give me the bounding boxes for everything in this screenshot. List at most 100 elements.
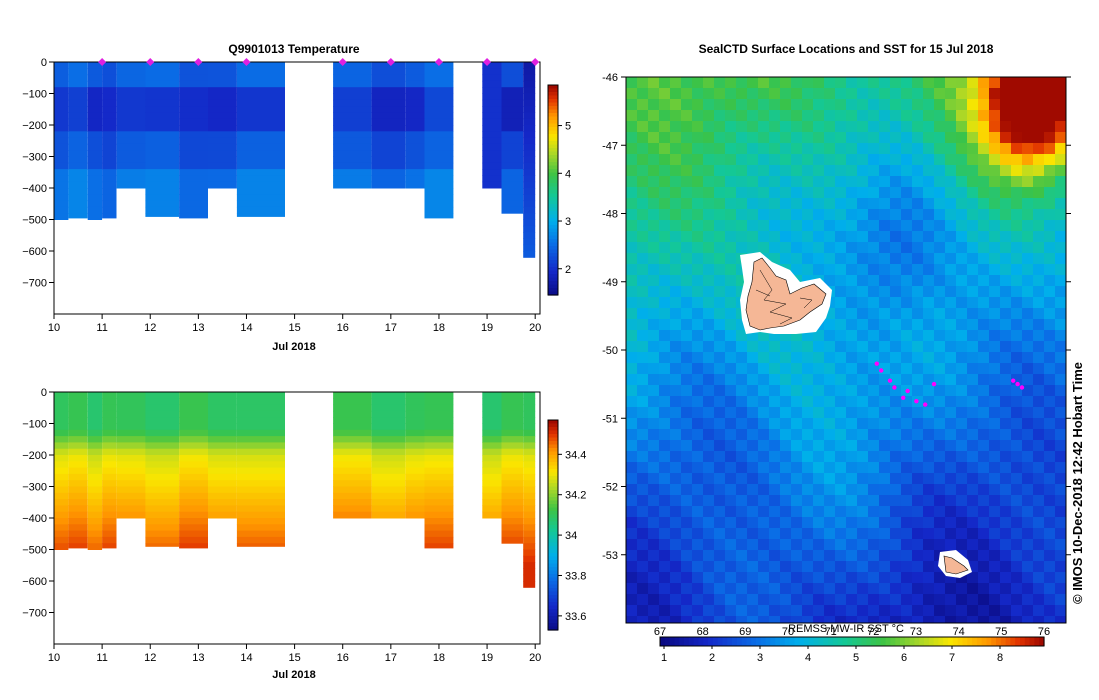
sst-colorbar-swatch	[794, 637, 800, 646]
sst-pixel	[758, 220, 770, 232]
sst-pixel	[670, 583, 682, 595]
sst-pixel	[967, 209, 979, 221]
sst-pixel	[758, 583, 770, 595]
colorbar-swatch	[548, 518, 558, 523]
sst-pixel	[648, 165, 660, 177]
sst-pixel	[670, 132, 682, 144]
sst-pixel	[1011, 506, 1023, 518]
colorbar-swatch	[548, 284, 558, 289]
sst-pixel	[747, 605, 759, 617]
sst-pixel	[736, 352, 748, 364]
sst-pixel	[626, 165, 638, 177]
profile-cell	[145, 398, 180, 406]
sst-pixel	[681, 341, 693, 353]
sst-pixel	[989, 132, 1001, 144]
colorbar-swatch	[548, 235, 558, 240]
sst-pixel	[780, 187, 792, 199]
profile-cell	[371, 175, 406, 183]
profile-cell	[145, 392, 180, 399]
profile-cell	[102, 200, 117, 208]
sst-pixel	[791, 121, 803, 133]
sst-pixel	[1033, 165, 1045, 177]
sst-pixel	[736, 209, 748, 221]
profile-cell	[523, 423, 536, 431]
sst-pixel	[1022, 561, 1034, 573]
profile-cell	[405, 118, 425, 126]
sst-pixel	[879, 176, 891, 188]
sst-pixel	[780, 88, 792, 100]
sst-pixel	[659, 396, 671, 408]
profile-cell	[236, 473, 285, 481]
profile-cell	[501, 536, 524, 544]
sst-pixel	[659, 418, 671, 430]
sst-pixel	[989, 517, 1001, 529]
profile-cell	[371, 112, 406, 120]
sst-pixel	[780, 594, 792, 606]
profile-cell	[236, 480, 285, 487]
sst-pixel	[670, 264, 682, 276]
sst-pixel	[659, 231, 671, 243]
sst-pixel	[857, 198, 869, 210]
colorbar-swatch	[548, 448, 558, 453]
sst-pixel	[659, 363, 671, 375]
profile-cell	[116, 125, 146, 132]
sst-pixel	[1044, 495, 1056, 507]
colorbar-swatch	[548, 549, 558, 554]
sst-pixel	[846, 77, 858, 89]
profile-cell	[102, 448, 117, 456]
sst-pixel	[912, 187, 924, 199]
sst-pixel	[626, 143, 638, 155]
profile-cell	[405, 68, 425, 76]
profile-cell	[405, 181, 425, 189]
colorbar-swatch	[548, 186, 558, 191]
sst-pixel	[813, 143, 825, 155]
sst-pixel	[1000, 429, 1012, 441]
profile-cell	[371, 137, 406, 145]
profile-cell	[179, 74, 208, 82]
profile-cell	[333, 68, 372, 76]
profile-cell	[424, 423, 454, 431]
colorbar-swatch	[548, 225, 558, 230]
x-tick-label: 15	[288, 652, 300, 664]
sst-pixel	[648, 451, 660, 463]
sst-pixel	[923, 143, 935, 155]
sst-pixel	[945, 231, 957, 243]
profile-cell	[424, 125, 454, 132]
sst-pixel	[1044, 594, 1056, 606]
sst-pixel	[956, 77, 968, 89]
sst-pixel	[846, 440, 858, 452]
profile-cell	[501, 524, 524, 532]
sst-pixel	[813, 132, 825, 144]
profile-cell	[501, 175, 524, 183]
sst-pixel	[714, 418, 726, 430]
sst-pixel	[1033, 88, 1045, 100]
sst-pixel	[736, 517, 748, 529]
sst-pixel	[637, 517, 649, 529]
sst-pixel	[802, 572, 814, 584]
profile-cell	[482, 181, 502, 189]
sst-pixel	[1044, 132, 1056, 144]
profile-cell	[523, 473, 536, 481]
sst-pixel	[1044, 330, 1056, 342]
sst-pixel	[791, 363, 803, 375]
sst-pixel	[648, 528, 660, 540]
sst-pixel	[813, 407, 825, 419]
sst-pixel	[912, 330, 924, 342]
sst-pixel	[648, 275, 660, 287]
sst-pixel	[703, 616, 715, 623]
sst-pixel	[945, 396, 957, 408]
sst-pixel	[824, 374, 836, 386]
sst-pixel	[780, 528, 792, 540]
profile-cell	[333, 62, 372, 69]
sst-pixel	[637, 77, 649, 89]
sst-pixel	[626, 572, 638, 584]
sst-pixel	[747, 132, 759, 144]
sst-pixel	[736, 440, 748, 452]
profile-cell	[102, 442, 117, 450]
profile-cell	[523, 206, 536, 214]
profile-cell	[424, 492, 454, 500]
sst-pixel	[769, 132, 781, 144]
sst-pixel	[835, 231, 847, 243]
sst-pixel	[637, 319, 649, 331]
sst-pixel	[1022, 440, 1034, 452]
